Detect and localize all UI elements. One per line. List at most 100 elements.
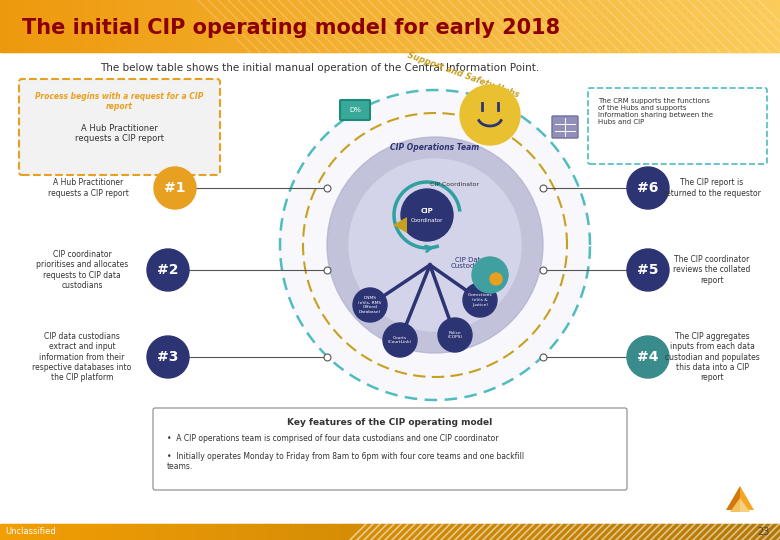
- Bar: [39, 0, 43, 52]
- Bar: [559, 524, 562, 540]
- Bar: [294, 524, 297, 540]
- Bar: [632, 524, 636, 540]
- Bar: [749, 524, 753, 540]
- Bar: [218, 524, 222, 540]
- Bar: [78, 524, 82, 540]
- Bar: [343, 524, 347, 540]
- Bar: [757, 0, 760, 52]
- Bar: [68, 0, 71, 52]
- Bar: [509, 0, 513, 52]
- Bar: [356, 0, 360, 52]
- Bar: [702, 524, 706, 540]
- Bar: [138, 0, 141, 52]
- Bar: [338, 0, 342, 52]
- Bar: [218, 0, 222, 52]
- Bar: [530, 524, 534, 540]
- Bar: [104, 0, 108, 52]
- Bar: [283, 524, 287, 540]
- Bar: [569, 524, 573, 540]
- Bar: [577, 0, 581, 52]
- Bar: [577, 524, 581, 540]
- Bar: [580, 524, 583, 540]
- Bar: [213, 524, 217, 540]
- Bar: [608, 0, 612, 52]
- Bar: [65, 0, 69, 52]
- Bar: [491, 0, 495, 52]
- Bar: [255, 524, 258, 540]
- Bar: [632, 0, 636, 52]
- Bar: [374, 524, 378, 540]
- Bar: [44, 524, 48, 540]
- Bar: [169, 524, 172, 540]
- Bar: [593, 0, 597, 52]
- Bar: [380, 0, 383, 52]
- Bar: [679, 524, 682, 540]
- Bar: [398, 0, 402, 52]
- Bar: [13, 524, 16, 540]
- Polygon shape: [730, 498, 740, 512]
- Bar: [473, 0, 477, 52]
- Bar: [271, 524, 274, 540]
- Bar: [312, 524, 316, 540]
- Bar: [517, 524, 521, 540]
- Text: A Hub Practitioner
requests a CIP report: A Hub Practitioner requests a CIP report: [75, 124, 164, 144]
- Bar: [37, 0, 40, 52]
- Bar: [333, 524, 336, 540]
- Bar: [725, 0, 729, 52]
- Circle shape: [154, 167, 196, 209]
- Bar: [117, 524, 121, 540]
- Bar: [491, 524, 495, 540]
- Bar: [778, 524, 780, 540]
- Bar: [481, 0, 484, 52]
- Text: CIP Data
Custodians: CIP Data Custodians: [451, 256, 489, 269]
- Bar: [424, 524, 427, 540]
- Bar: [567, 524, 570, 540]
- Text: #4: #4: [637, 350, 659, 364]
- Bar: [746, 524, 750, 540]
- Bar: [411, 524, 414, 540]
- Bar: [138, 524, 141, 540]
- Bar: [94, 524, 98, 540]
- Bar: [759, 524, 763, 540]
- Bar: [704, 524, 708, 540]
- Bar: [523, 524, 526, 540]
- Bar: [754, 0, 757, 52]
- Bar: [502, 524, 505, 540]
- FancyBboxPatch shape: [552, 116, 578, 138]
- Bar: [229, 524, 232, 540]
- Bar: [52, 0, 55, 52]
- Bar: [130, 0, 133, 52]
- Bar: [291, 0, 295, 52]
- Bar: [564, 524, 568, 540]
- Bar: [450, 524, 453, 540]
- Bar: [200, 524, 204, 540]
- Bar: [595, 0, 599, 52]
- Bar: [76, 524, 79, 540]
- Bar: [60, 0, 63, 52]
- Bar: [673, 0, 677, 52]
- Bar: [497, 0, 500, 52]
- Bar: [247, 524, 250, 540]
- Bar: [676, 0, 679, 52]
- Bar: [172, 0, 176, 52]
- Bar: [767, 0, 771, 52]
- Bar: [624, 524, 628, 540]
- Bar: [187, 524, 191, 540]
- Bar: [57, 0, 61, 52]
- Bar: [431, 524, 435, 540]
- Bar: [710, 524, 714, 540]
- Text: The CIP coordinator
reviews the collated
report: The CIP coordinator reviews the collated…: [673, 255, 750, 285]
- Bar: [291, 524, 295, 540]
- Text: DNMS
(eVis, RMS
Offend
Database): DNMS (eVis, RMS Offend Database): [359, 296, 381, 314]
- Bar: [697, 524, 700, 540]
- Bar: [692, 0, 695, 52]
- Bar: [161, 0, 165, 52]
- Bar: [525, 0, 529, 52]
- Bar: [541, 0, 544, 52]
- Bar: [468, 524, 472, 540]
- Bar: [385, 524, 388, 540]
- Bar: [314, 524, 318, 540]
- Bar: [583, 0, 586, 52]
- Bar: [751, 0, 755, 52]
- Bar: [427, 524, 430, 540]
